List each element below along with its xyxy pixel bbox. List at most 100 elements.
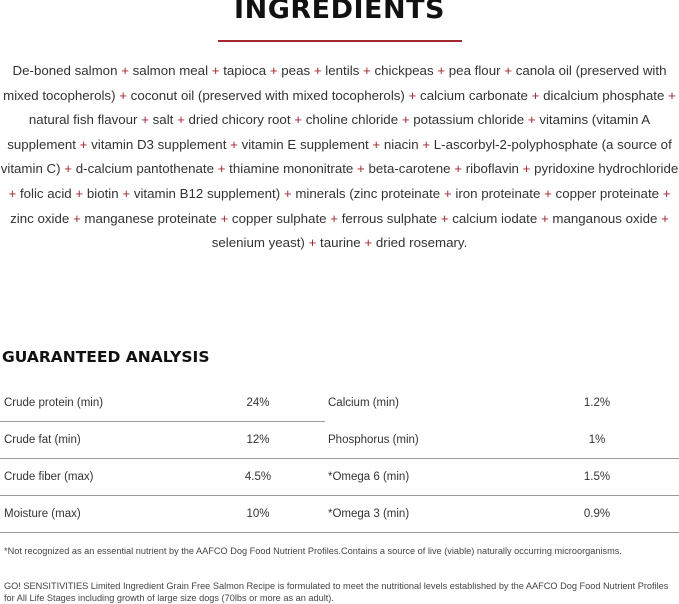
analysis-row: Crude fiber (max) 4.5% *Omega 6 (min) 1.5% <box>0 459 679 496</box>
plus-separator: + <box>437 63 446 78</box>
ingredient: choline chloride <box>305 112 399 128</box>
nutrient-value: 1.5% <box>583 471 611 483</box>
nutrient-value: 1.2% <box>583 397 611 409</box>
plus-separator: + <box>440 210 449 226</box>
plus-separator: + <box>372 136 381 152</box>
plus-separator: + <box>217 161 226 177</box>
ingredient: dried chicory root <box>188 112 291 128</box>
plus-separator: + <box>408 87 417 103</box>
ingredient: De-boned salmon <box>12 63 118 78</box>
plus-separator: + <box>294 112 302 128</box>
plus-separator: + <box>527 112 536 128</box>
ingredient: folic acid <box>19 185 72 201</box>
plus-separator: + <box>422 136 431 152</box>
plus-separator: + <box>283 185 292 201</box>
nutrient-label: Crude fiber (max) <box>4 471 94 483</box>
ingredient: selenium yeast) <box>211 235 305 251</box>
nutrient-label: Crude fat (min) <box>4 434 81 446</box>
plus-separator: + <box>662 185 671 201</box>
nutrient-label: Crude protein (min) <box>4 397 104 409</box>
ingredient: potassium chloride <box>413 112 525 128</box>
plus-separator: + <box>357 161 365 177</box>
plus-separator: + <box>540 210 549 226</box>
ingredient: pea flour <box>448 63 501 78</box>
nutrient-label: *Omega 6 (min) <box>328 471 410 483</box>
plus-separator: + <box>75 185 84 201</box>
ingredients-list: De-boned salmon + salmon meal + tapioca … <box>0 59 679 256</box>
ingredient: minerals (zinc proteinate <box>295 185 441 201</box>
plus-separator: + <box>141 112 149 128</box>
ingredient: vitamin E supplement <box>241 136 369 152</box>
nutrient-label: Moisture (max) <box>4 508 81 520</box>
ingredient: L-ascorbyl-2-polyphosphate (a source of … <box>0 136 672 177</box>
nutrient-label: Phosphorus (min) <box>328 434 419 446</box>
ingredients-title: INGREDIENTS <box>234 0 445 25</box>
ingredient: tapioca <box>223 63 267 78</box>
ingredient: dried rosemary. <box>375 235 468 251</box>
ingredient: iron proteinate <box>455 185 541 201</box>
ingredient: calcium iodate <box>452 210 538 226</box>
nutrient-value: 12% <box>246 434 270 446</box>
plus-separator: + <box>522 161 531 177</box>
plus-separator: + <box>79 136 88 152</box>
ingredient: taurine <box>320 235 361 251</box>
ingredient: riboflavin <box>465 161 519 177</box>
analysis-row: Crude fat (min) 12% Phosphorus (min) 1% <box>0 422 679 459</box>
plus-separator: + <box>269 63 278 78</box>
ingredient: beta-carotene <box>368 161 451 177</box>
plus-separator: + <box>8 185 17 201</box>
plus-separator: + <box>313 63 322 78</box>
row-divider <box>0 495 679 496</box>
ingredient: biotin <box>86 185 119 201</box>
plus-separator: + <box>454 161 463 177</box>
nutrient-label: *Omega 3 (min) <box>328 508 410 520</box>
ingredient: copper proteinate <box>555 185 660 201</box>
ingredient: lentils <box>325 63 360 78</box>
ingredient: pyridoxine hydrochloride <box>534 161 679 177</box>
ingredient: vitamin B12 supplement) <box>133 185 281 201</box>
row-divider <box>0 421 325 422</box>
ingredient: dicalcium phosphate <box>543 87 665 103</box>
plus-separator: + <box>443 185 452 201</box>
plus-separator: + <box>211 63 220 78</box>
plus-separator: + <box>121 63 129 78</box>
ingredient: thiamine mononitrate <box>229 161 354 177</box>
ingredient: zinc oxide <box>10 210 70 226</box>
guaranteed-analysis-title: GUARANTEED ANALYSIS <box>2 348 210 366</box>
plus-separator: + <box>364 235 373 251</box>
plus-separator: + <box>363 63 371 78</box>
ingredient: chickpeas <box>374 63 434 78</box>
ingredient: vitamin D3 supplement <box>91 136 227 152</box>
ingredient: niacin <box>383 136 419 152</box>
footnote: *Not recognized as an essential nutrient… <box>4 546 622 556</box>
plus-separator: + <box>401 112 410 128</box>
ingredient: calcium carbonate <box>420 87 528 103</box>
ingredient: salmon meal <box>132 63 209 78</box>
row-divider <box>0 458 679 459</box>
plus-separator: + <box>544 185 552 201</box>
ingredient: salt <box>152 112 174 128</box>
nutrient-value: 4.5% <box>244 471 272 483</box>
analysis-row: Moisture (max) 10% *Omega 3 (min) 0.9% <box>0 496 679 533</box>
ingredient: manganese proteinate <box>84 210 217 226</box>
analysis-row: Crude protein (min) 24% Calcium (min) 1.2% <box>0 385 679 422</box>
ingredient: d-calcium pantothenate <box>75 161 214 177</box>
ingredient: ferrous sulphate <box>341 210 438 226</box>
nutrient-value: 0.9% <box>583 508 611 520</box>
plus-separator: + <box>64 161 73 177</box>
nutrient-value: 24% <box>246 397 270 409</box>
plus-separator: + <box>177 112 185 128</box>
plus-separator: + <box>661 210 669 226</box>
nutrient-value: 10% <box>246 508 270 520</box>
plus-separator: + <box>668 87 676 103</box>
row-divider <box>0 532 679 533</box>
plus-separator: + <box>504 63 512 78</box>
ingredient: coconut oil (preserved with mixed tocoph… <box>130 87 405 103</box>
aafco-statement: GO! SENSITIVITIES Limited Ingredient Gra… <box>4 581 669 603</box>
plus-separator: + <box>531 87 540 103</box>
ingredient: vitamins (vitamin A supplement <box>7 112 651 152</box>
ingredient: natural fish flavour <box>28 112 138 128</box>
ingredient: copper sulphate <box>231 210 327 226</box>
plus-separator: + <box>230 136 238 152</box>
plus-separator: + <box>119 87 127 103</box>
